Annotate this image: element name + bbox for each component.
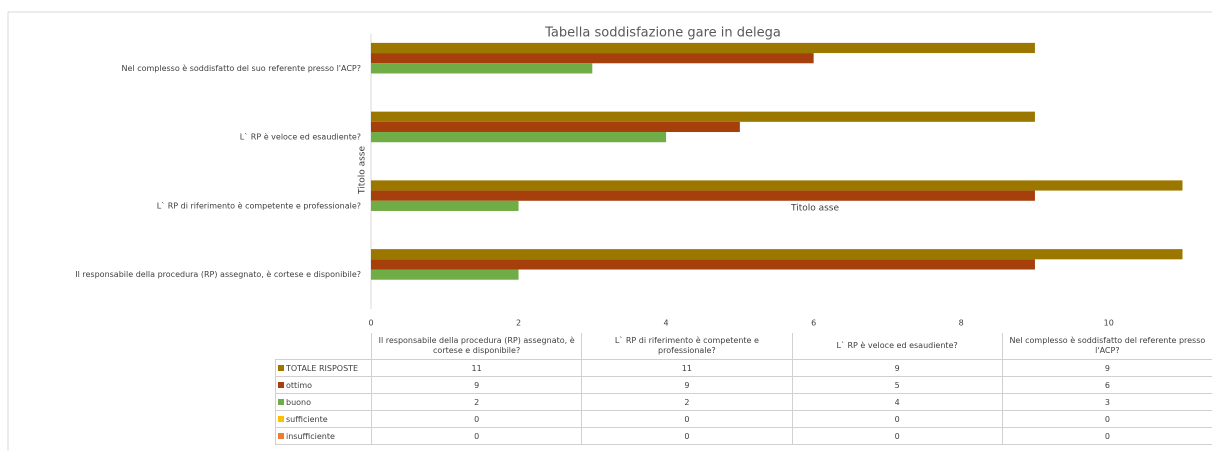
legend-swatch [278,382,284,388]
legend-label: TOTALE RISPOSTE [286,363,359,373]
x-tick-label: 10 [1104,319,1114,328]
x-tick-label: 2 [516,319,521,328]
bar [371,249,1183,260]
table-row: sufficiente 0 0 0 0 [275,410,1212,428]
bar [371,269,519,280]
table-cell: 9 [581,376,793,394]
y-tick-label: L` RP di riferimento è competente e prof… [157,200,361,210]
table-column-header: Il responsabile della procedura (RP) ass… [370,333,583,360]
table-cell: 5 [791,376,1003,394]
legend-swatch [278,416,284,422]
table-cell: 9 [370,376,583,394]
table-cell: 6 [1001,376,1212,394]
table-cell: 0 [1001,427,1212,445]
bar [371,53,814,64]
table-corner [276,333,372,360]
table-column-header: L` RP è veloce ed esaudiente? [791,333,1003,360]
y-tick-label: Nel complesso è soddisfatto del suo refe… [122,63,361,73]
table-cell: 4 [791,393,1003,411]
legend-label: insufficiente [286,431,335,441]
bar [371,121,740,133]
table-cell: 0 [791,410,1003,428]
x-axis-title: Titolo asse [790,204,840,214]
bar [371,63,593,74]
table-row: TOTALE RISPOSTE 11 11 9 9 [275,359,1212,377]
x-tick-label: 0 [368,319,373,328]
table-cell: 0 [370,427,583,445]
y-axis-title: Titolo asse [358,146,368,196]
table-row: buono 2 2 4 3 [275,393,1212,411]
data-table: Il responsabile della procedura (RP) ass… [275,333,1212,445]
y-tick-label: Il responsabile della procedura (RP) ass… [75,269,361,279]
table-cell: 11 [370,359,583,377]
table-row: insufficiente 0 0 0 0 [275,427,1212,445]
table-cell: 9 [1001,359,1212,377]
bar [371,259,1035,270]
bar [371,111,1035,122]
table-cell: 0 [581,410,793,428]
bar [371,200,519,211]
table-cell: 0 [581,427,793,445]
legend-label: buono [286,397,312,407]
x-tick-label: 8 [959,319,964,328]
table-cell: 9 [791,359,1003,377]
legend-label: sufficiente [286,414,328,424]
table-header-row: Il responsabile della procedura (RP) ass… [276,333,1212,360]
table-row-header: ottimo [275,376,372,394]
bar [371,132,667,143]
table-cell: 0 [791,427,1003,445]
table-row-header: buono [275,393,372,411]
bar [371,180,1183,191]
x-tick-label: 4 [664,319,669,328]
legend-swatch [278,433,284,439]
bar [371,42,1035,54]
table-column-header: Nel complesso è soddisfatto del referent… [1001,333,1212,360]
table-cell: 2 [581,393,793,411]
legend-label: ottimo [286,380,313,390]
table-cell: 2 [370,393,583,411]
table-cell: 3 [1001,393,1212,411]
bar [371,190,1035,201]
table-row-header: insufficiente [275,427,372,445]
table-cell: 0 [370,410,583,428]
y-tick-label: L` RP è veloce ed esaudiente? [240,132,361,142]
legend-swatch [278,365,284,371]
legend-swatch [278,399,284,405]
table-column-header: L` RP di riferimento è competente e prof… [581,333,793,360]
table-cell: 11 [581,359,793,377]
x-tick-label: 6 [811,319,816,328]
chart-title: Tabella soddisfazione gare in delega [544,26,781,41]
table-row-header: sufficiente [275,410,372,428]
table-row-header: TOTALE RISPOSTE [275,359,372,377]
table-cell: 0 [1001,410,1212,428]
table-row: ottimo 9 9 5 6 [275,376,1212,394]
